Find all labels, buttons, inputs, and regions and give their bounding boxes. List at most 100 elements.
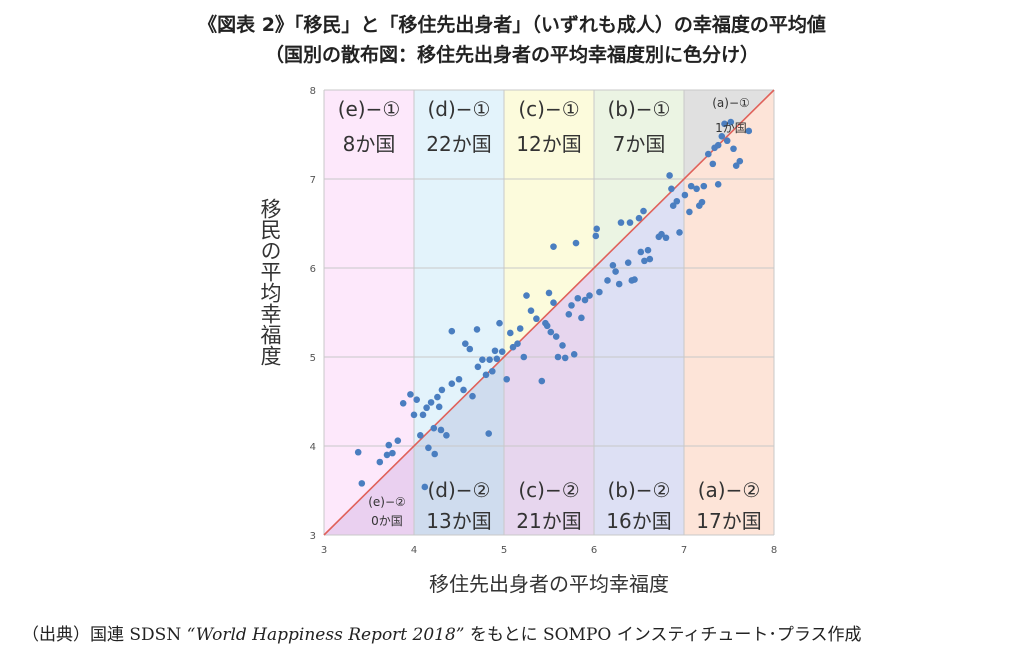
- data-point: [407, 391, 414, 398]
- data-point: [596, 288, 603, 296]
- data-point: [509, 343, 517, 351]
- y-tick-label: 8: [310, 86, 316, 97]
- data-point: [727, 118, 735, 126]
- data-point: [383, 451, 391, 459]
- data-point: [385, 441, 393, 449]
- data-point: [443, 432, 450, 439]
- chart-subtitle: （国別の散布図：移住先出身者の平均幸福度別に色分け）: [264, 44, 759, 66]
- data-point: [604, 277, 611, 284]
- x-tick-label: 4: [411, 545, 417, 556]
- data-point: [419, 411, 427, 419]
- data-point: [644, 246, 652, 254]
- data-point: [568, 302, 575, 309]
- y-tick-label: 3: [310, 531, 316, 542]
- band-e-upper-count: 8か国: [343, 132, 396, 156]
- data-point: [721, 120, 728, 128]
- band-a-upper-count: 1か国: [715, 121, 747, 135]
- data-point: [581, 296, 589, 304]
- band-b-lower-label: (b)−②: [608, 478, 671, 502]
- data-point: [413, 396, 421, 404]
- data-point: [693, 185, 700, 193]
- band-b-lower-count: 16か国: [606, 509, 671, 533]
- band-d-lower-count: 13か国: [426, 509, 491, 533]
- data-point: [586, 292, 593, 299]
- x-tick-label: 5: [501, 545, 507, 556]
- data-point: [676, 229, 683, 236]
- data-point: [489, 367, 496, 375]
- x-tick-label: 3: [321, 545, 327, 556]
- data-point: [714, 181, 722, 188]
- data-point: [479, 356, 486, 363]
- data-point: [681, 191, 689, 199]
- data-point: [637, 248, 645, 256]
- data-point: [399, 399, 407, 407]
- y-tick-label: 5: [310, 353, 316, 364]
- data-point: [466, 345, 474, 353]
- data-point: [496, 319, 503, 327]
- data-point: [730, 145, 737, 153]
- data-point: [543, 322, 551, 330]
- data-point: [516, 325, 524, 332]
- chart-title: 《図表 2》「移民」と「移住先出身者」（いずれも成人）の幸福度の平均値: [198, 14, 826, 36]
- y-tick-label: 6: [310, 264, 316, 275]
- data-point: [482, 371, 490, 379]
- data-point: [687, 182, 695, 190]
- data-point: [641, 257, 648, 265]
- band-d-lower-label: (d)−②: [428, 478, 491, 502]
- data-point: [507, 329, 514, 337]
- band-a-lower-label: (a)−②: [698, 478, 761, 502]
- data-point: [462, 340, 469, 347]
- data-point: [617, 219, 625, 226]
- data-point: [354, 448, 362, 456]
- data-point: [474, 363, 482, 371]
- data-point: [376, 458, 384, 466]
- data-point: [574, 294, 582, 302]
- data-point: [624, 259, 632, 266]
- data-point: [460, 386, 467, 394]
- data-point: [592, 232, 600, 240]
- data-point: [423, 404, 430, 412]
- band-b-upper-label: (b)−①: [608, 97, 671, 121]
- data-point: [635, 214, 643, 222]
- data-point: [626, 219, 634, 226]
- data-point: [514, 340, 521, 347]
- data-point: [394, 437, 402, 444]
- band-a-upper-label: (a)−①: [712, 96, 750, 110]
- data-point: [668, 185, 675, 193]
- y-tick-label: 4: [310, 442, 316, 453]
- y-tick-label: 7: [310, 175, 316, 186]
- x-tick-label: 6: [591, 545, 597, 556]
- data-point: [533, 315, 540, 323]
- data-point: [435, 403, 443, 411]
- data-point: [686, 208, 693, 216]
- data-point: [570, 351, 578, 358]
- source-suffix: をもとに SOMPO インスティチュート･プラス作成: [464, 625, 862, 645]
- data-point: [732, 162, 740, 169]
- data-point: [646, 255, 654, 263]
- data-point: [662, 234, 670, 242]
- source-prefix: （出典）国連 SDSN: [22, 625, 187, 645]
- data-point: [718, 132, 726, 140]
- band-c-lower-count: 21か国: [516, 509, 581, 533]
- data-point: [425, 444, 432, 452]
- data-point: [498, 348, 506, 355]
- data-point: [437, 426, 445, 434]
- band-e-lower-label: (e)−②: [368, 495, 406, 509]
- data-point: [455, 375, 463, 383]
- data-point: [503, 375, 511, 383]
- data-point: [550, 299, 557, 307]
- band-a-lower-count: 17か国: [696, 509, 761, 533]
- data-point: [658, 230, 665, 238]
- data-point: [705, 150, 712, 158]
- data-point: [723, 137, 731, 145]
- data-point: [485, 430, 493, 437]
- data-point: [572, 239, 580, 247]
- data-point: [669, 202, 677, 209]
- data-point: [736, 157, 744, 165]
- data-point: [609, 262, 617, 269]
- data-point: [673, 197, 681, 205]
- data-point: [700, 182, 708, 190]
- data-point: [565, 310, 573, 318]
- data-point: [538, 377, 546, 385]
